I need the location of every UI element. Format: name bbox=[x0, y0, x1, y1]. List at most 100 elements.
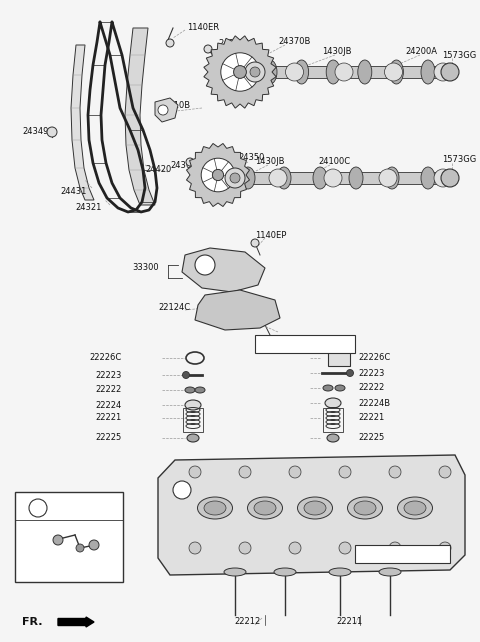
Text: a: a bbox=[180, 485, 184, 494]
Polygon shape bbox=[155, 98, 178, 122]
Text: 24370B: 24370B bbox=[278, 37, 311, 46]
Ellipse shape bbox=[298, 497, 333, 519]
Ellipse shape bbox=[295, 60, 309, 84]
Polygon shape bbox=[195, 290, 280, 330]
Bar bbox=[183, 408, 203, 432]
Text: 24361A: 24361A bbox=[218, 40, 250, 49]
Text: 24420: 24420 bbox=[145, 166, 171, 175]
Circle shape bbox=[166, 39, 174, 47]
Circle shape bbox=[239, 542, 251, 554]
Ellipse shape bbox=[354, 501, 376, 515]
Circle shape bbox=[245, 62, 265, 82]
Bar bbox=[255, 335, 355, 353]
Polygon shape bbox=[158, 455, 465, 575]
Circle shape bbox=[347, 370, 353, 376]
Circle shape bbox=[212, 169, 224, 180]
Text: 24321: 24321 bbox=[75, 204, 101, 213]
Bar bbox=[328, 352, 350, 366]
Text: 22221: 22221 bbox=[96, 413, 122, 422]
Circle shape bbox=[389, 466, 401, 478]
Text: 1140EP: 1140EP bbox=[255, 230, 287, 239]
Circle shape bbox=[289, 542, 301, 554]
Text: 24349: 24349 bbox=[22, 128, 48, 137]
Circle shape bbox=[339, 542, 351, 554]
Polygon shape bbox=[182, 248, 265, 292]
Circle shape bbox=[234, 65, 246, 78]
Ellipse shape bbox=[185, 400, 201, 410]
Text: REF.20-221A: REF.20-221A bbox=[258, 340, 312, 349]
Circle shape bbox=[201, 158, 235, 192]
Text: 24431: 24431 bbox=[60, 187, 86, 196]
Polygon shape bbox=[204, 36, 276, 108]
Text: 1573GG: 1573GG bbox=[442, 51, 476, 60]
Text: 24361A: 24361A bbox=[170, 160, 202, 169]
Circle shape bbox=[286, 63, 303, 81]
Text: REF.20-221A: REF.20-221A bbox=[358, 548, 411, 557]
Text: 1140EJ: 1140EJ bbox=[55, 512, 84, 521]
Ellipse shape bbox=[327, 434, 339, 442]
Text: 22224B: 22224B bbox=[358, 399, 390, 408]
Circle shape bbox=[434, 63, 452, 81]
Text: 22225: 22225 bbox=[358, 433, 384, 442]
Circle shape bbox=[324, 169, 342, 187]
Circle shape bbox=[204, 45, 212, 53]
Circle shape bbox=[158, 105, 168, 115]
Text: REF.20-221A: REF.20-221A bbox=[358, 550, 411, 559]
Ellipse shape bbox=[385, 167, 399, 189]
Circle shape bbox=[189, 466, 201, 478]
Ellipse shape bbox=[224, 568, 246, 576]
Circle shape bbox=[439, 466, 451, 478]
Text: 22212: 22212 bbox=[235, 618, 261, 627]
Ellipse shape bbox=[197, 497, 232, 519]
Text: 22124C: 22124C bbox=[158, 304, 190, 313]
Ellipse shape bbox=[277, 167, 291, 189]
Text: 24100C: 24100C bbox=[318, 157, 350, 166]
Ellipse shape bbox=[204, 501, 226, 515]
Circle shape bbox=[186, 158, 194, 166]
Ellipse shape bbox=[358, 60, 372, 84]
Ellipse shape bbox=[185, 387, 195, 393]
Circle shape bbox=[439, 542, 451, 554]
Ellipse shape bbox=[349, 167, 363, 189]
Circle shape bbox=[434, 169, 452, 187]
Circle shape bbox=[384, 63, 403, 81]
Text: 24200A: 24200A bbox=[405, 48, 437, 56]
Text: 22222: 22222 bbox=[358, 383, 384, 392]
Text: 22211: 22211 bbox=[337, 618, 363, 627]
Text: 22225: 22225 bbox=[96, 433, 122, 442]
Ellipse shape bbox=[248, 497, 283, 519]
Text: 1573GG: 1573GG bbox=[442, 155, 476, 164]
Bar bbox=[323, 408, 343, 432]
Circle shape bbox=[47, 127, 57, 137]
Polygon shape bbox=[71, 45, 94, 200]
Ellipse shape bbox=[421, 60, 435, 84]
Ellipse shape bbox=[379, 568, 401, 576]
Circle shape bbox=[379, 169, 397, 187]
FancyArrow shape bbox=[58, 617, 94, 627]
Text: 24355: 24355 bbox=[60, 555, 86, 564]
Text: FR.: FR. bbox=[22, 617, 43, 627]
Circle shape bbox=[339, 466, 351, 478]
Circle shape bbox=[221, 53, 259, 91]
Ellipse shape bbox=[397, 497, 432, 519]
Ellipse shape bbox=[326, 60, 340, 84]
Text: 33300: 33300 bbox=[132, 263, 158, 272]
Text: 22224: 22224 bbox=[96, 401, 122, 410]
Ellipse shape bbox=[329, 568, 351, 576]
Ellipse shape bbox=[404, 501, 426, 515]
Text: 22221: 22221 bbox=[358, 413, 384, 422]
Circle shape bbox=[289, 466, 301, 478]
Circle shape bbox=[389, 542, 401, 554]
Circle shape bbox=[335, 63, 353, 81]
Text: 22226C: 22226C bbox=[358, 354, 390, 363]
Polygon shape bbox=[218, 172, 448, 184]
Polygon shape bbox=[125, 28, 155, 205]
Circle shape bbox=[441, 169, 459, 187]
Ellipse shape bbox=[325, 398, 341, 408]
Text: 22222: 22222 bbox=[96, 385, 122, 394]
Circle shape bbox=[269, 169, 287, 187]
Circle shape bbox=[230, 173, 240, 183]
Ellipse shape bbox=[195, 387, 205, 393]
Circle shape bbox=[236, 63, 254, 81]
Ellipse shape bbox=[263, 60, 277, 84]
